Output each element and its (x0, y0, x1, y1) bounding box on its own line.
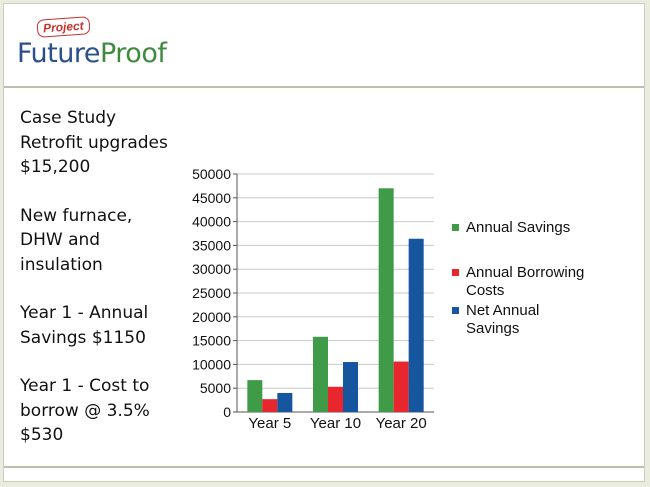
text-line: $15,200 (20, 157, 91, 177)
bar-annual-borrowing-costs (393, 361, 409, 412)
paragraph-borrow-cost: Year 1 - Cost to borrow @ 3.5% $530 (20, 374, 190, 448)
bar-annual-borrowing-costs (262, 399, 278, 412)
text-line: Case Study (20, 108, 117, 128)
logo-wordmark: FutureProof (17, 38, 167, 69)
legend-swatch (452, 269, 459, 276)
y-tick-label: 15000 (192, 333, 231, 349)
slide: Project FutureProof Case Study Retrofit … (3, 3, 645, 482)
y-tick-label: 10000 (192, 356, 231, 372)
paragraph-savings: Year 1 - Annual Savings $1150 (20, 301, 190, 350)
text-line: DHW and (20, 230, 101, 250)
header-divider (4, 86, 644, 88)
y-tick-label: 30000 (192, 261, 231, 277)
y-tick-label: 20000 (192, 309, 231, 325)
text-line: New furnace, (20, 205, 133, 226)
text-line: Year 1 - Cost to (20, 376, 150, 396)
y-tick-label: 35000 (192, 237, 231, 253)
y-tick-label: 25000 (192, 285, 231, 301)
bar-net-annual-savings (408, 238, 424, 412)
text-line: Retrofit upgrades (20, 132, 168, 153)
logo-future-text: Future (17, 38, 100, 69)
x-tick-label: Year 10 (310, 415, 361, 432)
paragraph-upgrades: New furnace, DHW and insulation (20, 204, 190, 278)
legend-label: Annual Savings (466, 219, 571, 236)
legend-label: Net Annual Savings (466, 302, 540, 337)
case-study-text: Case Study Retrofit upgrades $15,200 New… (20, 106, 190, 472)
text-line: Year 1 - Annual (20, 303, 149, 323)
y-tick-label: 40000 (192, 214, 231, 230)
bar-net-annual-savings (343, 362, 358, 412)
text-line: borrow @ 3.5% (20, 400, 150, 421)
bar-annual-savings (247, 380, 263, 412)
y-tick-label: 45000 (192, 190, 231, 206)
text-line: $530 (20, 425, 64, 445)
footer-divider (4, 466, 644, 468)
legend-swatch (452, 224, 459, 231)
x-tick-label: Year 5 (248, 415, 291, 432)
logo-proof-text: Proof (99, 38, 167, 69)
bar-annual-savings (313, 336, 328, 412)
bar-net-annual-savings (277, 392, 293, 412)
x-tick-label: Year 20 (376, 415, 427, 432)
legend-label: Annual Borrowing Costs (466, 264, 585, 299)
bar-annual-savings (378, 188, 394, 412)
bar-annual-borrowing-costs (328, 386, 343, 412)
logo-project-badge: Project (36, 16, 91, 38)
header: Project FutureProof (4, 4, 644, 87)
y-tick-label: 0 (223, 404, 231, 420)
paragraph-case-study: Case Study Retrofit upgrades $15,200 (20, 106, 190, 180)
text-line: insulation (20, 254, 103, 275)
text-line: Savings $1150 (20, 327, 146, 348)
bar-chart: 0 5000 10000 15000 20000 25000 30000 35000 40000… (192, 166, 434, 432)
legend-swatch (452, 307, 459, 314)
y-tick-label: 5000 (200, 380, 231, 396)
y-tick-label: 50000 (192, 166, 231, 182)
